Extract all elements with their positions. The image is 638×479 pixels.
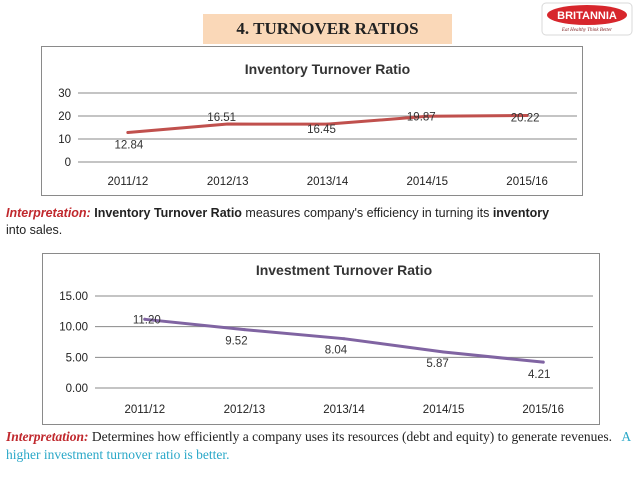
data-point (442, 350, 446, 354)
interpretation-label: Interpretation: (6, 206, 91, 220)
data-point (242, 328, 246, 332)
interpretation2-text: Determines how efficiently a company use… (88, 429, 612, 444)
interpretation-inventory: Interpretation: Inventory Turnover Ratio… (6, 205, 566, 239)
y-tick-label: 0 (65, 157, 71, 169)
data-point (342, 337, 346, 341)
interpretation-term: Inventory Turnover Ratio (94, 206, 242, 220)
data-label: 5.87 (426, 358, 448, 370)
data-point (326, 122, 329, 126)
data-point (525, 113, 529, 117)
data-label: 12.84 (115, 139, 144, 151)
y-tick-label: 5.00 (66, 352, 88, 364)
interpretation2-highlight: A higher investment turnover ratio is be… (6, 429, 631, 462)
x-tick-label: 2013/14 (323, 404, 365, 416)
interpretation-text-b: into sales. (6, 223, 63, 237)
inventory-turnover-plot: Inventory Turnover Ratio 0 10 20 30 2011/12 20… (58, 61, 577, 188)
data-label: 20.22 (511, 112, 540, 124)
inventory-turnover-chart: Inventory Turnover Ratio 0 10 20 30 2011/12 20… (41, 46, 583, 196)
x-tick-label: 2013/14 (307, 176, 349, 188)
data-label: 9.52 (225, 336, 247, 348)
interpretation2-label: Interpretation: (6, 429, 89, 444)
x-tick-label: 2012/13 (224, 404, 266, 416)
data-point (425, 114, 429, 118)
x-tick-label: 2011/12 (108, 176, 149, 188)
investment-turnover-plot: Investment Turnover Ratio 0.00 5.00 10.00 15… (59, 262, 593, 416)
x-tick-label: 2015/16 (506, 176, 548, 188)
x-tick-label: 2014/15 (407, 176, 449, 188)
data-label: 19.87 (407, 111, 436, 123)
data-label: 16.45 (307, 124, 336, 136)
interpretation-investment: Interpretation: Determines how efficient… (6, 428, 636, 464)
chart-title: Inventory Turnover Ratio (245, 61, 410, 77)
britannia-logo: BRITANNIA Eat Healthy Think Better (541, 2, 633, 36)
y-tick-label: 30 (58, 88, 71, 100)
logo-tagline: Eat Healthy Think Better (561, 28, 612, 33)
chart-title: Investment Turnover Ratio (256, 262, 432, 278)
data-point (226, 122, 230, 126)
x-tick-label: 2011/12 (124, 404, 165, 416)
y-tick-label: 15.00 (59, 291, 88, 303)
y-tick-label: 10 (58, 134, 71, 146)
y-tick-label: 20 (58, 111, 71, 123)
data-point (126, 130, 130, 134)
slide-title: 4. TURNOVER RATIOS (203, 14, 452, 44)
data-point (143, 317, 147, 321)
data-label: 8.04 (325, 345, 348, 357)
x-tick-label: 2014/15 (423, 404, 465, 416)
interpretation-term2: inventory (492, 206, 550, 220)
investment-turnover-chart: Investment Turnover Ratio 0.00 5.00 10.00 15… (42, 253, 600, 425)
data-label: 11.20 (133, 314, 161, 326)
data-point (541, 360, 545, 364)
x-tick-label: 2012/13 (207, 176, 249, 188)
data-label: 16.51 (207, 112, 236, 124)
y-tick-label: 0.00 (66, 383, 88, 395)
data-label: 4.21 (528, 369, 550, 381)
interpretation-text-a: measures company's efficiency in turning… (241, 206, 493, 220)
x-tick-label: 2015/16 (522, 404, 564, 416)
y-tick-label: 10.00 (59, 322, 88, 334)
logo-text: BRITANNIA (557, 10, 617, 22)
